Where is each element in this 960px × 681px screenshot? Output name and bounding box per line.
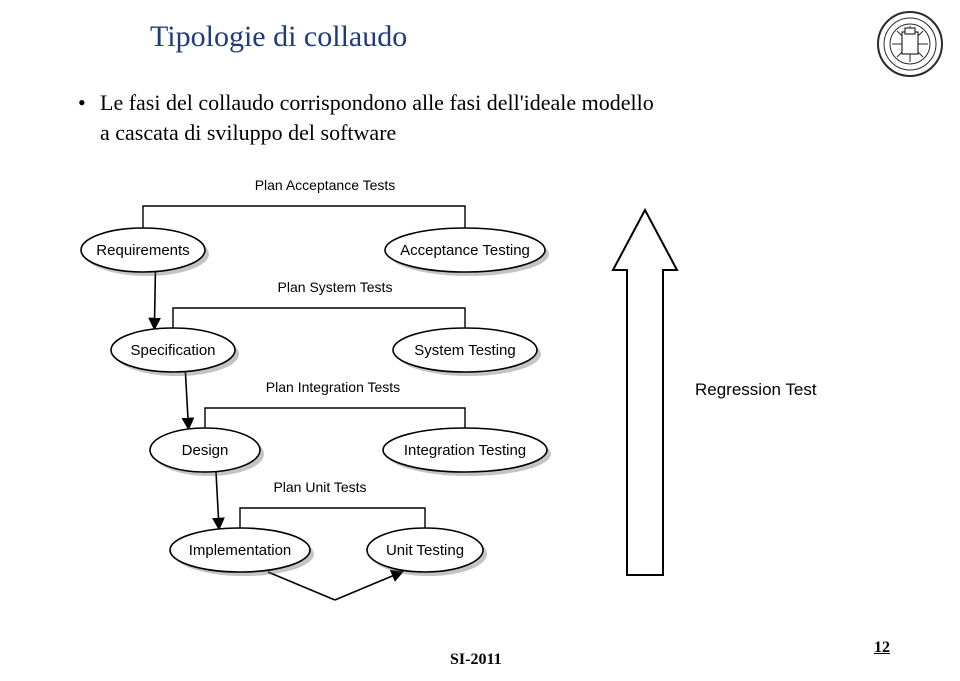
node-req: Requirements (96, 242, 189, 259)
bullet-line-1: Le fasi del collaudo corrispondono alle … (100, 90, 654, 115)
v-model-diagram: Requirements Acceptance Testing Specificat… (65, 180, 895, 620)
bullet-paragraph: Le fasi del collaudo corrispondono alle … (100, 88, 654, 148)
node-unit: Unit Testing (386, 542, 464, 559)
bullet-line-2: a cascata di sviluppo del software (100, 120, 396, 145)
regression-label: Regression Test (695, 380, 817, 399)
regression-arrow-icon (613, 210, 677, 575)
node-impl: Implementation (189, 542, 292, 559)
plan-label: Plan System Tests (278, 279, 393, 295)
node-spec: Specification (130, 342, 215, 359)
footer-code: SI-2011 (450, 651, 502, 669)
node-int: Integration Testing (404, 442, 526, 459)
node-sys: System Testing (414, 342, 515, 359)
university-seal-icon (874, 8, 946, 80)
node-des: Design (182, 442, 229, 459)
slide-title: Tipologie di collaudo (150, 20, 407, 54)
plan-label: Plan Acceptance Tests (255, 180, 396, 193)
plan-label: Plan Unit Tests (273, 479, 366, 495)
page-number: 12 (874, 639, 890, 657)
plan-label: Plan Integration Tests (266, 379, 400, 395)
node-acc: Acceptance Testing (400, 242, 530, 259)
